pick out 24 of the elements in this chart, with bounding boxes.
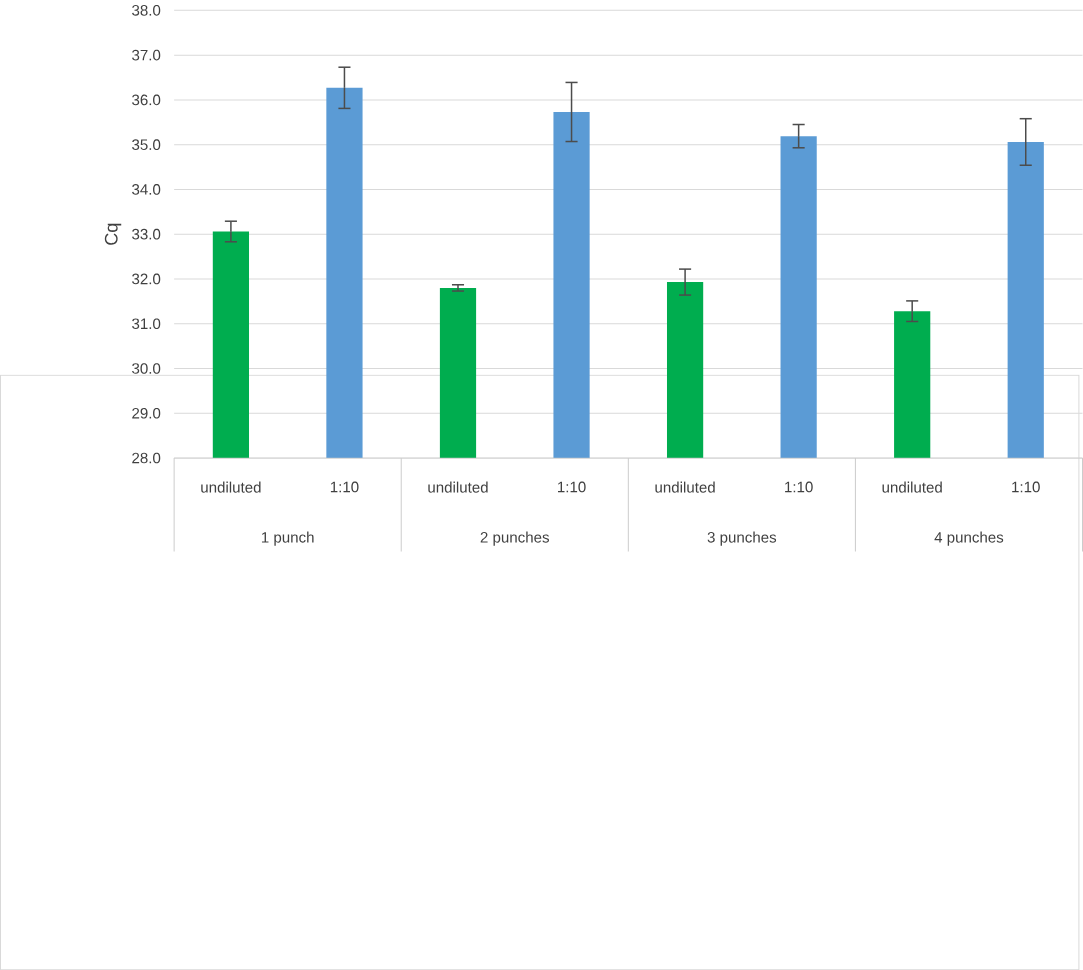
y-axis-title: Cq	[104, 223, 122, 245]
y-tick-label: 29.0	[132, 407, 161, 419]
y-tick-label: 28.0	[132, 452, 161, 464]
y-tick-label: 35.0	[132, 139, 161, 150]
y-tick-label: 33.0	[132, 228, 161, 240]
text: 1 punch	[261, 531, 314, 546]
y-tick-label: 30.0	[132, 363, 161, 374]
x-tick-label: undiluted	[882, 481, 942, 493]
y-tick-label: 36.0	[132, 94, 161, 106]
text: 3 punches	[707, 531, 777, 546]
x-tick-label: 1:10	[1012, 481, 1040, 493]
x-tick-label: undiluted	[201, 481, 261, 493]
y-tick-label: 34.0	[132, 183, 161, 195]
y-tick-label: 32.0	[132, 273, 161, 285]
text: 2 punches	[480, 531, 550, 546]
x-tick-label: 1:10	[558, 481, 586, 493]
y-tick-label: 37.0	[132, 49, 161, 61]
y-tick-label: 38.0	[132, 4, 161, 16]
x-tick-label: undiluted	[428, 481, 488, 493]
x-tick-label: 1:10	[785, 481, 813, 493]
x-tick-label: 1:10	[330, 481, 359, 493]
x-tick-label: undiluted	[655, 481, 715, 493]
text: 4 punches	[934, 531, 1004, 546]
y-tick-label: 31.0	[132, 318, 161, 329]
